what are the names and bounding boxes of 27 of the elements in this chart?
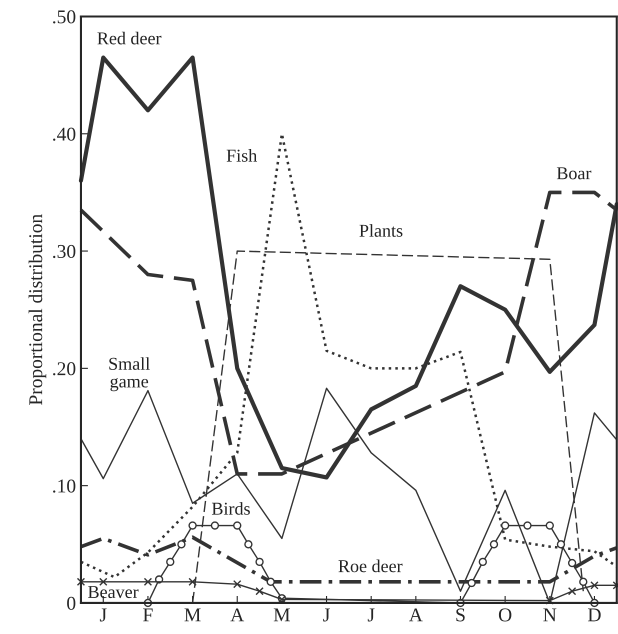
y-tick-label: .40: [53, 128, 76, 141]
x-tick-label: J: [368, 608, 375, 622]
y-tick-label: .10: [53, 479, 76, 493]
x-tick-label: O: [498, 608, 512, 622]
x-tick-label: M: [274, 608, 290, 622]
x-tick-label: J: [323, 608, 330, 622]
y-axis-title: Proportional distribution: [28, 214, 46, 406]
x-tick-label: F: [143, 608, 153, 622]
series-label: Fish: [226, 149, 258, 162]
y-tick-label: .30: [53, 244, 76, 258]
series-label: Red deer: [97, 32, 162, 44]
x-tick-label: M: [184, 608, 201, 622]
series-label: Plants: [359, 224, 402, 237]
series-label: Roe deer: [338, 560, 402, 572]
y-tick-label: 0: [67, 596, 76, 610]
x-tick-label: S: [456, 608, 465, 622]
series-label: Birds: [212, 502, 250, 515]
y-tick-label: .50: [53, 10, 76, 24]
x-tick-label: A: [409, 608, 423, 622]
series-label: Small game: [109, 357, 150, 392]
series-label: Boar: [556, 167, 592, 180]
x-tick-label: N: [543, 608, 556, 622]
series-label: Beaver: [88, 586, 139, 598]
x-tick-label: J: [100, 608, 107, 622]
x-tick-label: D: [588, 608, 601, 622]
x-tick-label: A: [230, 608, 244, 622]
y-tick-label: .20: [53, 362, 76, 376]
